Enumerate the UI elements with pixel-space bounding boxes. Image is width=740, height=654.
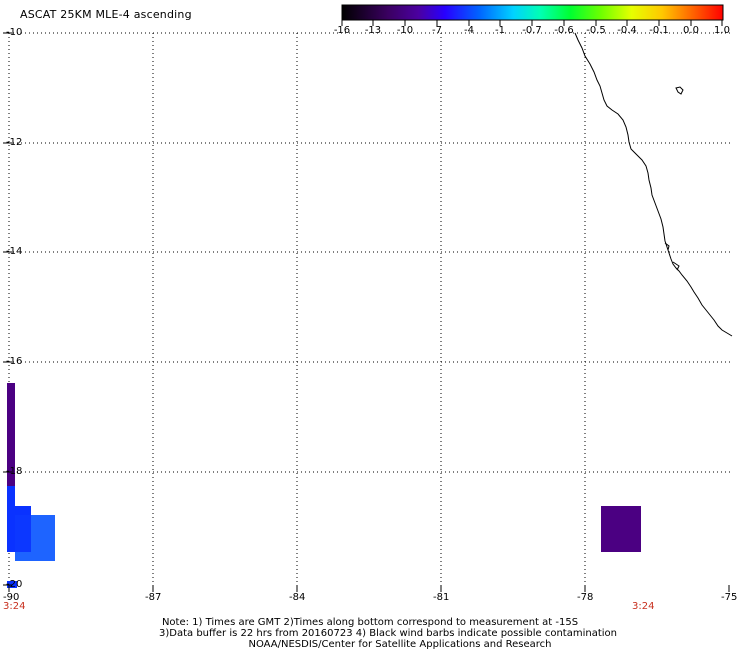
colorbar-label: -13 (364, 25, 382, 36)
lon-label: -75 (721, 592, 738, 603)
time-left: 3:24 (3, 601, 26, 612)
cell-blue-left (7, 486, 15, 552)
colorbar-labels: -16 -13 -10 -7 -4 -1 -0.7 -0.6 -0.5 -0.4… (330, 25, 740, 37)
lon-label: -78 (577, 592, 594, 603)
lon-label: -90 (3, 592, 20, 603)
coast-bump-2 (672, 261, 680, 271)
lon-label: -81 (433, 592, 450, 603)
data-cells (7, 383, 641, 588)
colorbar-label: -0.5 (586, 25, 606, 36)
colorbar-label: -7 (432, 25, 442, 36)
colorbar-label: -4 (464, 25, 474, 36)
colorbar-label: -0.1 (649, 25, 669, 36)
lat-label: -16 (6, 356, 23, 367)
note-line-3: NOAA/NESDIS/Center for Satellite Applica… (248, 639, 552, 650)
lat-label: -14 (6, 246, 23, 257)
colorbar-label: -0.7 (522, 25, 542, 36)
grid (8, 32, 732, 590)
colorbar-label: -0.6 (554, 25, 574, 36)
cell-purple-right (601, 506, 641, 552)
coastline (574, 32, 733, 337)
time-right: 3:24 (632, 601, 655, 612)
cell-purple-left (7, 383, 15, 486)
lat-label: -18 (6, 466, 23, 477)
lat-label: -10 (6, 27, 23, 38)
lon-label: -84 (289, 592, 306, 603)
axis-ticks (3, 32, 730, 592)
cell-blue-mid-overlay (15, 506, 31, 552)
island (675, 86, 684, 95)
lon-label: -87 (145, 592, 162, 603)
colorbar-label: -1 (495, 25, 505, 36)
colorbar-label: -0.4 (617, 25, 637, 36)
colorbar-label: 1.0 (714, 25, 730, 36)
note-line-2: 3)Data buffer is 22 hrs from 20160723 4)… (159, 628, 617, 639)
map-title: ASCAT 25KM MLE-4 ascending (20, 8, 192, 21)
colorbar-label: -10 (396, 25, 414, 36)
colorbar-gradient (342, 5, 723, 20)
colorbar-label: 0.0 (683, 25, 699, 36)
colorbar-label: -16 (333, 25, 351, 36)
note-line-1: Note: 1) Times are GMT 2)Times along bot… (161, 617, 579, 628)
colorbar-ticks (341, 20, 723, 26)
coast-bump (664, 242, 670, 251)
lat-label: -20 (6, 579, 23, 590)
lat-label: -12 (6, 137, 23, 148)
